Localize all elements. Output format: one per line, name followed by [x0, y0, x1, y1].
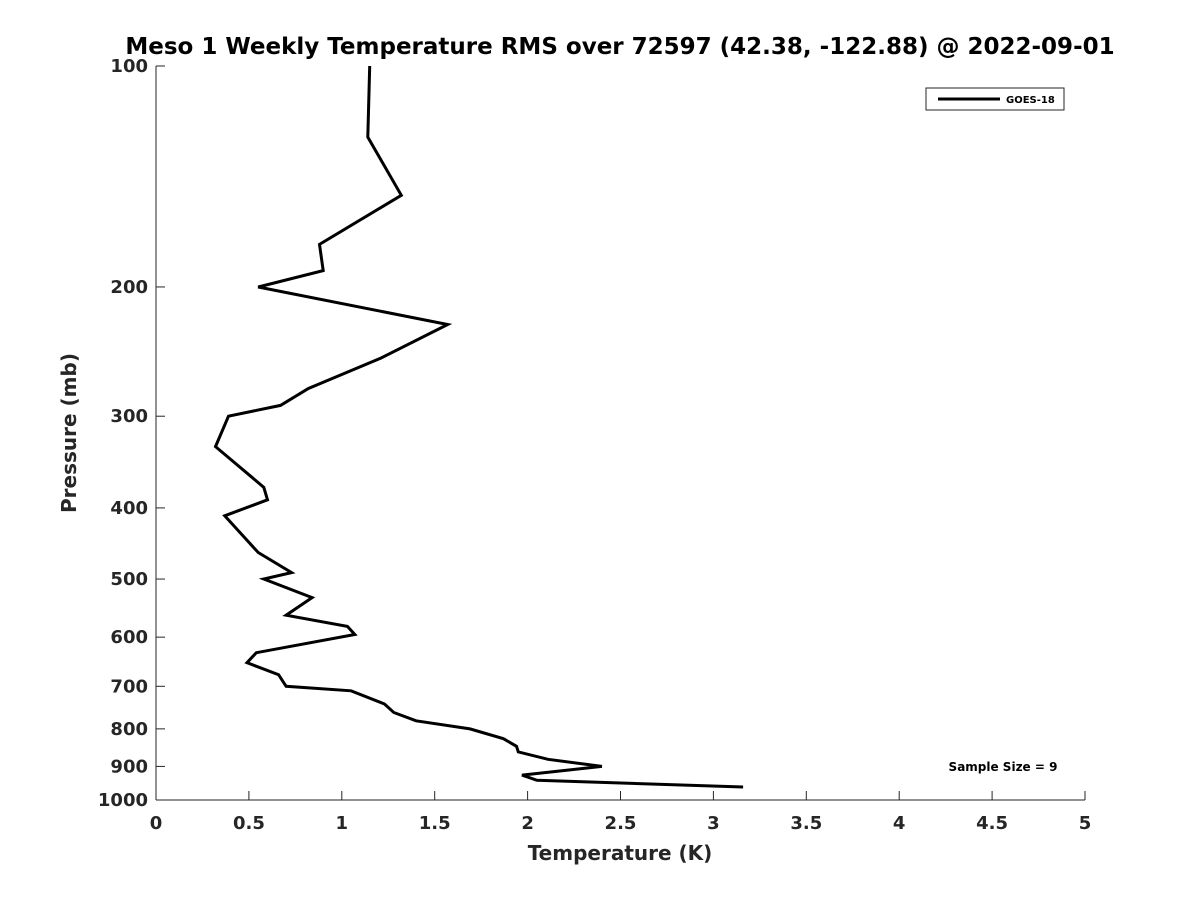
chart-title: Meso 1 Weekly Temperature RMS over 72597…	[125, 34, 1114, 60]
x-tick-label: 3	[707, 813, 720, 834]
y-tick-label: 600	[110, 627, 148, 648]
series-line-goes-18	[213, 65, 744, 789]
y-tick-label: 300	[110, 406, 148, 427]
sample-size-annotation: Sample Size = 9	[949, 760, 1058, 774]
x-ticks: 0 0.5 1 1.5 2 2.5 3 3.5 4 4.5 5	[150, 791, 1092, 834]
legend-entry-goes-18: GOES-18	[1006, 95, 1055, 106]
x-tick-label: 0	[150, 813, 163, 834]
x-tick-label: 1.5	[419, 813, 451, 834]
x-tick-label: 4	[893, 813, 906, 834]
y-tick-label: 800	[110, 719, 148, 740]
y-ticks: 100 200 300 400 500 600 700 800 900 1000	[98, 56, 165, 811]
x-tick-label: 2	[521, 813, 534, 834]
y-tick-label: 500	[110, 569, 148, 590]
x-tick-label: 4.5	[976, 813, 1008, 834]
y-axis-label: Pressure (mb)	[57, 353, 81, 513]
x-tick-label: 3.5	[790, 813, 822, 834]
legend: GOES-18	[925, 87, 1065, 111]
y-tick-label: 100	[110, 56, 148, 77]
y-tick-label: 700	[110, 676, 148, 697]
x-axis-label: Temperature (K)	[528, 841, 713, 865]
y-tick-label: 900	[110, 756, 148, 777]
y-tick-label: 400	[110, 498, 148, 519]
series-layer	[213, 65, 744, 789]
x-tick-label: 2.5	[605, 813, 637, 834]
y-tick-label: 200	[110, 277, 148, 298]
x-tick-label: 5	[1079, 813, 1092, 834]
x-tick-label: 0.5	[233, 813, 265, 834]
y-tick-label: 1000	[98, 790, 148, 811]
x-tick-label: 1	[336, 813, 349, 834]
